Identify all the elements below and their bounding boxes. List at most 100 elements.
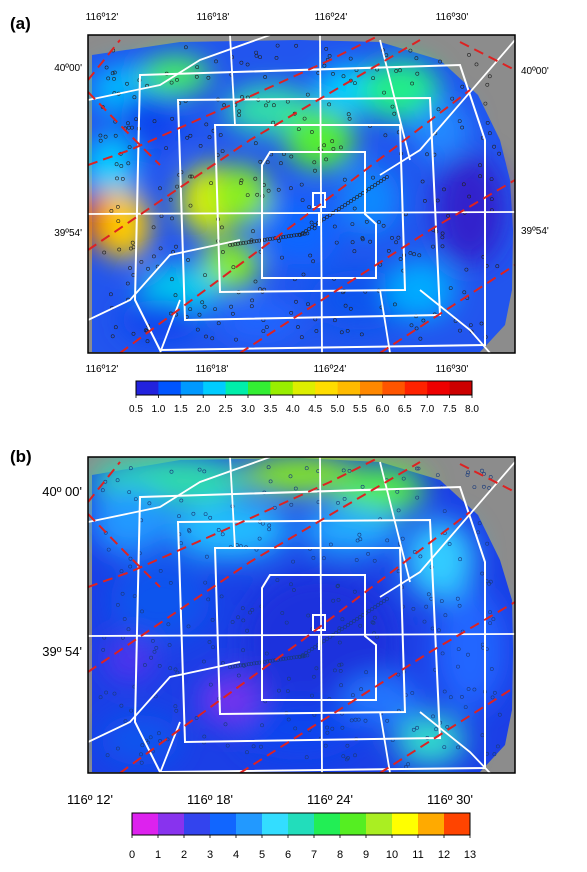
sample-point xyxy=(278,235,283,240)
sample-point xyxy=(249,661,254,666)
sample-point xyxy=(491,617,496,622)
panel-a-lon-top-label: 116º24' xyxy=(315,12,348,23)
sample-point xyxy=(480,468,484,473)
sample-point xyxy=(418,554,423,559)
sample-point xyxy=(392,111,397,116)
sample-point xyxy=(450,96,455,101)
sample-point xyxy=(311,674,316,679)
sample-point xyxy=(292,233,296,238)
sample-point xyxy=(440,231,445,236)
sample-point xyxy=(306,613,311,618)
colorbar-swatch xyxy=(136,381,159,395)
sample-point xyxy=(358,623,363,628)
sample-point xyxy=(313,168,317,173)
sample-point xyxy=(435,473,440,478)
sample-point xyxy=(204,554,209,559)
sample-point xyxy=(103,134,108,139)
sample-point xyxy=(128,466,133,471)
sample-point xyxy=(313,645,317,649)
sample-point xyxy=(488,579,493,584)
sample-point xyxy=(352,206,357,211)
sample-point xyxy=(170,116,175,121)
sample-point xyxy=(356,717,361,722)
sample-point xyxy=(360,484,365,489)
panel-a-lat-right-label: 39º54' xyxy=(521,226,549,237)
sample-point xyxy=(325,215,329,219)
sample-point xyxy=(128,564,133,569)
sample-point xyxy=(425,152,429,157)
sample-point xyxy=(394,69,399,73)
sample-point xyxy=(220,532,225,537)
sample-point xyxy=(149,655,154,660)
sample-point xyxy=(216,528,221,532)
sample-point xyxy=(343,303,348,308)
sample-point xyxy=(197,467,202,472)
sample-point xyxy=(456,745,461,750)
sample-point xyxy=(281,235,286,239)
sample-point xyxy=(113,325,118,330)
sample-point xyxy=(294,43,299,48)
sample-point xyxy=(175,184,180,189)
sample-point xyxy=(202,734,207,739)
sample-point xyxy=(376,603,380,607)
sample-point xyxy=(236,673,241,678)
sample-point xyxy=(324,157,329,162)
sample-point xyxy=(140,743,145,748)
sample-point xyxy=(264,103,268,108)
sample-point xyxy=(293,486,298,491)
sample-point xyxy=(204,334,208,339)
sample-point xyxy=(133,497,138,502)
sample-point xyxy=(132,95,137,100)
sample-point xyxy=(258,55,263,60)
sample-point xyxy=(204,122,209,127)
sample-point xyxy=(414,326,419,331)
sample-point xyxy=(142,663,147,667)
colorbar-swatch xyxy=(210,813,237,835)
colorbar-swatch xyxy=(158,381,182,395)
sample-point xyxy=(305,92,310,97)
colorbar-frame xyxy=(135,380,473,396)
sample-point xyxy=(410,691,415,695)
sample-point xyxy=(254,239,259,243)
sample-point xyxy=(116,746,120,751)
panel-a-lat-left-label: 40º00' xyxy=(54,63,82,74)
sample-point xyxy=(139,752,143,757)
sample-point xyxy=(490,695,495,700)
sample-point xyxy=(113,133,118,138)
sample-point xyxy=(342,177,347,182)
sample-point xyxy=(288,474,293,479)
sample-point xyxy=(258,159,263,164)
sample-point xyxy=(214,59,218,64)
sample-point xyxy=(244,240,248,245)
sample-point xyxy=(411,727,416,732)
sample-point xyxy=(109,292,113,297)
sample-point xyxy=(472,485,477,490)
sample-point xyxy=(100,488,105,493)
sample-point xyxy=(289,310,294,315)
sample-point xyxy=(156,731,161,736)
sample-point xyxy=(250,608,255,612)
sample-point xyxy=(116,204,120,209)
sample-point xyxy=(401,476,406,481)
sample-point xyxy=(418,336,423,341)
sample-point xyxy=(334,240,339,245)
sample-point xyxy=(98,695,103,700)
sample-point xyxy=(309,130,314,134)
sample-point xyxy=(208,515,213,520)
sample-point xyxy=(382,90,387,95)
colorbar-swatch xyxy=(315,381,339,395)
sample-point xyxy=(105,753,110,758)
sample-point xyxy=(466,687,471,691)
sample-point xyxy=(102,250,107,255)
sample-point xyxy=(286,717,291,722)
sample-point xyxy=(310,647,314,651)
sample-point xyxy=(426,592,431,597)
sample-point xyxy=(373,183,377,187)
sample-point xyxy=(372,558,377,563)
colorbar-tick-label: 3.0 xyxy=(241,404,255,415)
panel-a-lon-bottom-label: 116º24' xyxy=(314,364,347,375)
sample-point xyxy=(468,323,473,328)
sample-point xyxy=(360,236,365,240)
sample-point xyxy=(208,682,213,687)
sample-point xyxy=(346,112,351,117)
